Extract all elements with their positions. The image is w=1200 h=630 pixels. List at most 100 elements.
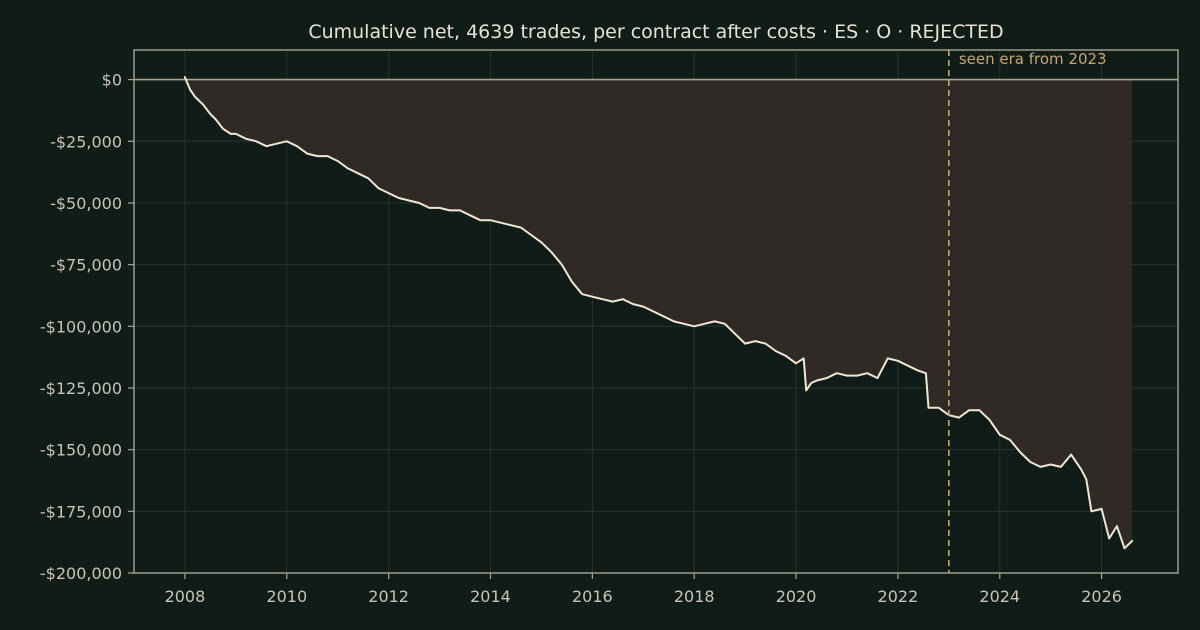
- data-point: [510, 224, 512, 226]
- y-tick-label: -$25,000: [50, 132, 122, 151]
- data-point: [1131, 540, 1133, 542]
- data-point: [805, 389, 807, 392]
- x-tick-label: 2020: [776, 587, 817, 606]
- data-point: [530, 234, 532, 236]
- x-tick-label: 2016: [572, 587, 613, 606]
- data-point: [744, 342, 746, 345]
- series-layer: [183, 76, 1134, 550]
- data-point: [286, 140, 288, 143]
- data-point: [917, 369, 920, 372]
- data-point: [958, 416, 960, 419]
- data-point: [836, 372, 838, 375]
- data-point: [897, 360, 899, 362]
- data-point: [693, 325, 695, 328]
- data-point: [662, 315, 665, 318]
- y-tick-label: -$200,000: [40, 564, 122, 583]
- data-point: [448, 209, 451, 212]
- y-tick-label: -$150,000: [40, 441, 122, 460]
- data-point: [222, 128, 224, 130]
- data-point: [520, 226, 522, 229]
- data-point: [265, 145, 268, 147]
- y-tick-label: -$175,000: [40, 502, 122, 521]
- data-point: [296, 145, 298, 147]
- data-point: [703, 323, 706, 325]
- data-point: [810, 382, 813, 384]
- data-point: [785, 355, 787, 357]
- data-point: [367, 177, 370, 180]
- x-axis-ticks: 2008 2010 2012 2014 2016 2018 2020 2022 2024 2026: [165, 573, 1122, 606]
- x-tick-label: 2022: [878, 587, 919, 606]
- data-point: [571, 281, 573, 283]
- data-point: [377, 187, 380, 189]
- data-point: [1116, 525, 1118, 527]
- data-point: [601, 298, 604, 301]
- data-point: [469, 214, 471, 217]
- data-point: [988, 419, 991, 421]
- x-tick-label: 2010: [266, 587, 307, 606]
- data-point: [876, 377, 879, 379]
- y-tick-label: -$125,000: [40, 379, 122, 398]
- data-point: [815, 379, 818, 382]
- data-point: [1049, 463, 1052, 466]
- data-point: [1070, 453, 1072, 456]
- x-tick-label: 2014: [470, 587, 511, 606]
- data-point: [184, 76, 186, 78]
- data-point: [347, 167, 349, 170]
- data-point: [540, 241, 543, 244]
- data-point: [642, 305, 645, 308]
- x-tick-label: 2008: [165, 587, 206, 606]
- data-point: [802, 357, 805, 360]
- data-point: [489, 219, 492, 221]
- data-point: [499, 221, 502, 224]
- data-point: [886, 357, 889, 360]
- data-point: [479, 219, 482, 221]
- data-point: [1039, 466, 1042, 468]
- data-point: [724, 323, 726, 325]
- y-axis-ticks: $0 -$25,000 -$50,000 -$75,000 -$100,000 -$125…: [40, 71, 134, 583]
- data-point: [632, 303, 634, 305]
- y-tick-label: -$50,000: [50, 194, 122, 213]
- data-point: [581, 293, 583, 296]
- data-point: [245, 138, 247, 140]
- data-point: [622, 298, 624, 301]
- data-point: [1123, 547, 1126, 550]
- data-point: [652, 310, 655, 313]
- data-point: [398, 197, 400, 199]
- data-point: [194, 96, 196, 98]
- data-point: [713, 320, 716, 323]
- data-point: [927, 406, 930, 409]
- data-point: [357, 172, 359, 175]
- data-point: [999, 434, 1001, 436]
- data-point: [774, 350, 777, 352]
- data-point: [1060, 466, 1062, 468]
- data-point: [795, 362, 797, 365]
- data-point: [1009, 439, 1011, 441]
- data-point: [937, 406, 940, 409]
- data-point: [978, 409, 981, 412]
- data-point: [1029, 461, 1032, 463]
- data-point: [1080, 468, 1082, 471]
- data-point: [866, 372, 869, 375]
- data-point: [734, 332, 736, 335]
- data-point: [673, 320, 675, 323]
- data-point: [459, 209, 461, 212]
- data-point: [1090, 510, 1093, 513]
- data-point: [408, 199, 410, 202]
- x-tick-label: 2018: [674, 587, 715, 606]
- x-tick-label: 2026: [1081, 587, 1122, 606]
- data-point: [591, 295, 594, 298]
- data-point: [326, 155, 329, 157]
- data-point: [209, 113, 212, 115]
- data-point: [846, 374, 848, 377]
- data-point: [316, 155, 319, 157]
- data-point: [683, 323, 685, 325]
- data-point: [611, 300, 614, 303]
- data-point: [1019, 451, 1021, 453]
- data-point: [202, 103, 204, 106]
- data-point: [189, 88, 191, 91]
- data-point: [925, 372, 927, 375]
- data-point: [255, 140, 257, 143]
- cumulative-net-line: [183, 76, 1134, 550]
- y-tick-label: $0: [102, 71, 122, 90]
